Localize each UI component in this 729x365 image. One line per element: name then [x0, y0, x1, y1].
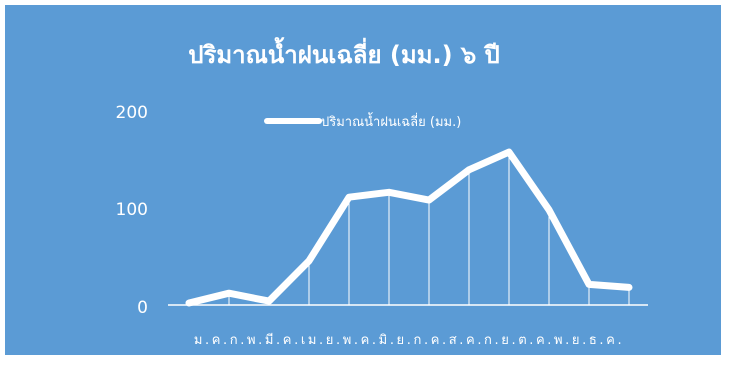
y-tick-0: 0: [137, 298, 148, 318]
x-tick-label-5: มิ.ย.: [379, 333, 414, 348]
x-tick-label-8: ก.ย.: [484, 333, 518, 348]
x-tick-label-11: ธ.ค.: [589, 333, 624, 348]
x-tick-label-9: ต.ค.: [518, 333, 554, 348]
x-tick-label-1: ก.พ.: [230, 333, 265, 348]
x-tick-label-0: ม.ค.: [194, 333, 230, 348]
y-axis-ticks: 0 100 200: [116, 103, 148, 318]
chart-title: ปริมาณน้ำฝนเฉลี่ย (มม.) ๖ ปี: [188, 36, 500, 69]
y-tick-100: 100: [116, 200, 148, 220]
chart-area: ปริมาณน้ำฝนเฉลี่ย (มม.) ๖ ปี ปริมาณน้ำฝน…: [5, 5, 721, 355]
legend: ปริมาณน้ำฝนเฉลี่ย (มม.): [264, 112, 461, 130]
legend-label: ปริมาณน้ำฝนเฉลี่ย (มม.): [321, 112, 461, 130]
x-tick-label-6: ก.ค.: [414, 333, 449, 348]
x-tick-label-4: พ.ค.: [343, 333, 379, 348]
x-tick-label-2: มี.ค.: [265, 332, 301, 348]
drop-lines: [188, 152, 630, 305]
y-tick-200: 200: [116, 103, 148, 123]
x-tick-label-10: พ.ย.: [554, 333, 589, 348]
x-tick-label-3: เม.ย.: [301, 333, 343, 348]
chart-svg: ปริมาณน้ำฝนเฉลี่ย (มม.) ๖ ปี ปริมาณน้ำฝน…: [116, 36, 648, 348]
x-tick-label-7: ส.ค.: [449, 333, 484, 348]
x-axis-category-labels: ม.ค.ก.พ.มี.ค.เม.ย.พ.ค.มิ.ย.ก.ค.ส.ค.ก.ย.ต…: [194, 332, 624, 348]
series-line-rainfall: [185, 148, 633, 307]
